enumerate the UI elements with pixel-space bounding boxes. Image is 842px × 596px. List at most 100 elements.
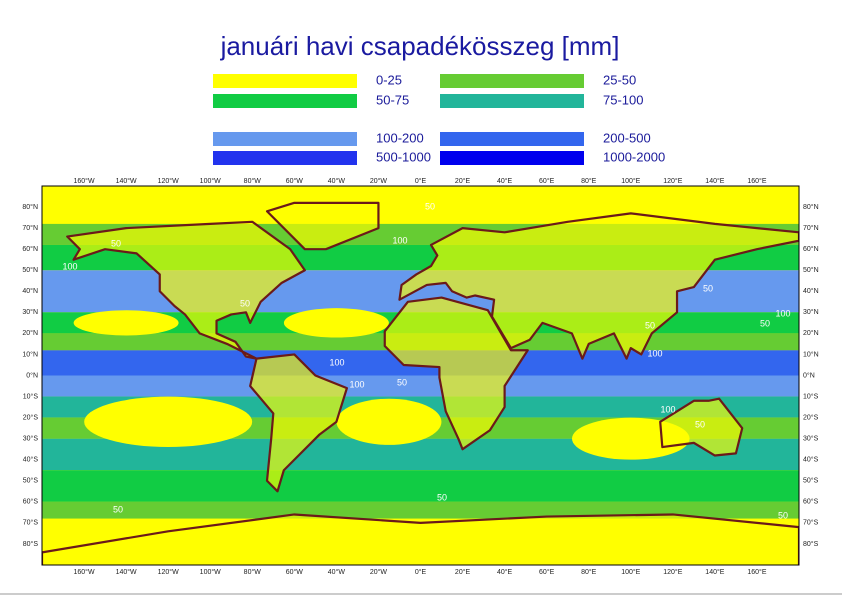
legend-swatch (213, 94, 357, 108)
lon-label-top: 140°W (116, 177, 137, 185)
precip-band (42, 375, 799, 397)
lon-label-bottom: 80°W (244, 568, 262, 576)
lat-label-right: 30°S (803, 435, 819, 443)
contour-label: 100 (392, 235, 407, 245)
lon-label-top: 40°E (497, 177, 513, 185)
lon-label-bottom: 20°E (455, 568, 471, 576)
lon-label-top: 0°E (415, 177, 427, 185)
lat-label-right: 80°N (803, 203, 819, 211)
lon-label-bottom: 120°W (158, 568, 179, 576)
lat-label-left: 20°S (23, 413, 39, 421)
lat-label-right: 70°N (803, 224, 819, 232)
dry-zone (84, 396, 253, 448)
lat-label-right: 70°S (803, 519, 819, 527)
lat-label-left: 30°S (23, 435, 39, 443)
graticule-labels: 160°W 160°W 140°W 140°W 120°W 120°W 100°W 100°W… (22, 177, 818, 576)
map: 50 50 100 100 50 100 100 50 100 50 50 100 50 100 50 50 5… (42, 186, 799, 565)
north-america (66, 220, 306, 360)
contour-label: 100 (660, 404, 675, 414)
dry-zone (73, 310, 179, 336)
lon-label-bottom: 40°E (497, 568, 513, 576)
legend-label: 25-50 (603, 72, 636, 87)
lat-label-right: 40°S (803, 456, 819, 464)
lon-label-bottom: 80°E (581, 568, 597, 576)
lat-label-left: 0°N (26, 371, 38, 379)
legend-swatch (213, 132, 357, 146)
precip-band (42, 470, 799, 502)
contour-label: 100 (329, 357, 344, 367)
eurasia (398, 212, 799, 360)
contour-label: 100 (62, 261, 77, 271)
dry-zone (336, 398, 442, 445)
lat-label-left: 10°S (23, 392, 39, 400)
africa (383, 296, 529, 451)
lat-label-right: 60°S (803, 498, 819, 506)
lon-label-top: 120°W (158, 177, 179, 185)
lat-label-left: 60°S (23, 498, 39, 506)
lon-label-top: 120°E (663, 177, 682, 185)
lon-label-top: 160°W (74, 177, 95, 185)
lat-label-left: 10°N (22, 350, 38, 358)
lon-label-top: 60°W (286, 177, 304, 185)
lat-label-right: 20°N (803, 329, 819, 337)
legend-label: 50-75 (376, 92, 409, 107)
dry-zone (283, 308, 389, 338)
lon-label-top: 100°E (621, 177, 640, 185)
title: januári havi csapadékösszeg [mm] (220, 31, 620, 61)
legend-label: 200-500 (603, 130, 651, 145)
legend-swatch (440, 74, 584, 88)
lon-label-bottom: 160°E (747, 568, 766, 576)
lon-label-top: 20°E (455, 177, 471, 185)
lat-label-right: 10°S (803, 392, 819, 400)
lat-label-left: 80°S (23, 540, 39, 548)
lon-label-bottom: 100°W (200, 568, 221, 576)
lon-label-bottom: 20°W (370, 568, 388, 576)
lat-label-left: 70°N (22, 224, 38, 232)
lon-label-top: 80°W (244, 177, 262, 185)
lat-label-left: 70°S (23, 519, 39, 527)
lon-label-top: 160°E (747, 177, 766, 185)
south-america (249, 353, 349, 493)
legend: 0-25 25-50 50-75 75-100 100-200 200-500 500-10… (213, 72, 665, 165)
legend-label: 100-200 (376, 130, 424, 145)
contour-label: 50 (397, 377, 407, 387)
legend-swatch (213, 151, 357, 165)
lon-label-bottom: 160°W (74, 568, 95, 576)
lon-label-top: 80°E (581, 177, 597, 185)
legend-swatch (440, 151, 584, 165)
lon-label-top: 140°E (705, 177, 724, 185)
contour-label: 50 (425, 201, 435, 211)
lat-label-right: 80°S (803, 540, 819, 548)
greenland (265, 201, 380, 251)
lon-label-top: 20°W (370, 177, 388, 185)
legend-label: 1000-2000 (603, 149, 665, 164)
legend-swatch (213, 74, 357, 88)
contour-label: 50 (645, 320, 655, 330)
lat-label-right: 10°N (803, 350, 819, 358)
australia (659, 397, 744, 457)
lon-label-top: 60°E (539, 177, 555, 185)
legend-label: 500-1000 (376, 149, 431, 164)
lon-label-bottom: 60°W (286, 568, 304, 576)
contour-label: 100 (775, 308, 790, 318)
contour-label: 50 (760, 318, 770, 328)
contour-label: 50 (240, 298, 250, 308)
lat-label-left: 30°N (22, 308, 38, 316)
legend-label: 75-100 (603, 92, 643, 107)
lat-label-left: 40°N (22, 287, 38, 295)
lon-label-bottom: 40°W (328, 568, 346, 576)
lon-label-top: 100°W (200, 177, 221, 185)
legend-swatch (440, 132, 584, 146)
map-frame (41, 185, 800, 566)
legend-swatch (440, 94, 584, 108)
lon-label-bottom: 60°E (539, 568, 555, 576)
lon-label-bottom: 140°E (705, 568, 724, 576)
lat-label-right: 20°S (803, 413, 819, 421)
lat-label-left: 50°S (23, 477, 39, 485)
contour-label: 100 (647, 348, 662, 358)
lat-label-left: 50°N (22, 266, 38, 274)
lat-label-left: 20°N (22, 329, 38, 337)
lon-label-bottom: 100°E (621, 568, 640, 576)
lon-label-bottom: 140°W (116, 568, 137, 576)
lat-label-left: 40°S (23, 456, 39, 464)
